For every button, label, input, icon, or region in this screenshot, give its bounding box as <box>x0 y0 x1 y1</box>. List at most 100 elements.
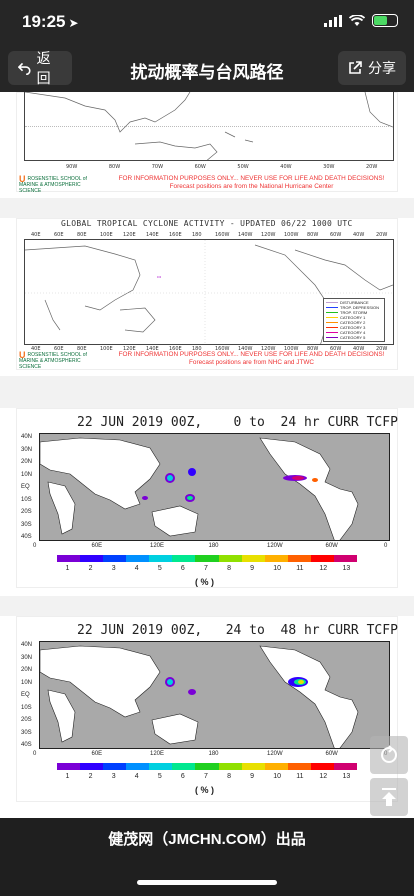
legend-label: CATEGORY 2 <box>340 320 366 325</box>
legend-swatch <box>326 336 338 339</box>
lon-label: 180 <box>192 346 202 352</box>
lon-label: 120E <box>150 543 165 549</box>
lon-label: 50W <box>237 164 249 170</box>
colorbar-segment <box>172 763 196 770</box>
lat-label: 40S <box>21 534 32 540</box>
tcfp1-landmass <box>40 437 359 540</box>
lat-label: 30N <box>21 446 33 453</box>
colorbar-segment <box>333 555 358 562</box>
colorbar-label: 6 <box>180 565 185 572</box>
tcfp-panel-1: 22 JUN 2019 00Z, 0 to 24 hr CURR TCFP 40… <box>16 408 398 588</box>
colorbar-label: 6 <box>180 773 185 780</box>
colorbar-label: 11 <box>296 773 304 780</box>
lon-label: 90W <box>66 164 78 170</box>
lat-label: 10N <box>21 679 33 686</box>
colorbar-segment <box>264 555 288 562</box>
colorbar-label: 3 <box>111 565 116 572</box>
lat-label: 20S <box>21 717 32 723</box>
legend-swatch <box>326 301 338 304</box>
colorbar-segment <box>218 763 242 770</box>
legend-item: CATEGORY 1 <box>326 315 382 320</box>
lon-label: 60W <box>325 751 338 757</box>
svg-text:•••: ••• <box>157 274 162 279</box>
colorbar-label: 1 <box>65 773 70 780</box>
lon-label: 120E <box>150 751 165 757</box>
content-area[interactable]: 90W 80W 70W 60W 50W 40W 30W 20W U ROSENSTIEL SCH… <box>0 92 414 818</box>
scroll-top-button[interactable] <box>370 778 408 816</box>
lon-label: 120W <box>261 346 276 352</box>
atlantic-coastline <box>25 92 393 160</box>
warning-text: FOR INFORMATION PURPOSES ONLY... NEVER U… <box>118 175 385 190</box>
colorbar-segment <box>241 555 265 562</box>
colorbar-label: 9 <box>250 565 255 572</box>
lon-label: 60W <box>330 346 342 352</box>
global-tc-panel: GLOBAL TROPICAL CYCLONE ACTIVITY - UPDAT… <box>16 218 398 370</box>
back-button[interactable]: 返回 <box>8 50 72 86</box>
lon-label: 60W <box>330 232 342 238</box>
lon-label: 140W <box>238 346 253 352</box>
status-bar: 19:25 ➤ <box>0 0 414 44</box>
colorbar-label: 10 <box>273 565 282 572</box>
lon-label: 80W <box>307 346 319 352</box>
tcfp2-unit: ( % ) <box>195 785 214 795</box>
colorbar-segment <box>218 555 242 562</box>
lon-label: 140W <box>238 232 253 238</box>
lat-label: 30S <box>21 729 32 736</box>
colorbar-label: 4 <box>134 773 139 780</box>
colorbar-segment <box>287 763 311 770</box>
legend-swatch <box>326 311 338 314</box>
colorbar-segment <box>126 555 150 562</box>
tc-title: GLOBAL TROPICAL CYCLONE ACTIVITY - UPDAT… <box>61 219 353 228</box>
lon-label: 0 <box>384 543 388 549</box>
footer-credit: 健茂网（JMCHN.COM）出品 <box>0 818 414 862</box>
colorbar-segment <box>57 555 81 562</box>
lat-label: 20S <box>21 509 32 515</box>
colorbar-label: 7 <box>204 565 208 572</box>
colorbar-label: 4 <box>134 565 139 572</box>
separator-2 <box>0 376 414 408</box>
share-icon <box>349 61 362 74</box>
colorbar-segment <box>310 763 334 770</box>
page-title: 扰动概率与台风路径 <box>130 63 284 82</box>
atlantic-map <box>24 92 394 161</box>
lon-label: 180 <box>208 543 219 549</box>
colorbar-segment <box>126 763 150 770</box>
lon-label: 80W <box>108 164 121 170</box>
status-icons <box>324 14 398 27</box>
legend-item: CATEGORY 3 <box>326 325 382 330</box>
share-button[interactable]: 分享 <box>338 51 406 85</box>
colorbar-segment <box>172 555 196 562</box>
colorbar-label: 9 <box>250 773 255 780</box>
colorbar-label: 3 <box>111 773 116 780</box>
lon-label: 120W <box>261 232 276 238</box>
home-indicator[interactable] <box>137 880 277 885</box>
global-tc-map: ••• DISTURBANCE TROP. DEPRESSION TROP. STO… <box>24 239 394 345</box>
lon-label: 0 <box>33 543 37 549</box>
legend-label: DISTURBANCE <box>340 300 369 305</box>
refresh-button[interactable] <box>370 736 408 774</box>
lon-label: 120W <box>267 751 283 757</box>
colorbar-label: 5 <box>157 773 162 780</box>
refresh-icon <box>381 745 397 763</box>
status-time: 19:25 ➤ <box>22 12 79 31</box>
lat-label: 30N <box>21 654 33 661</box>
lon-label: 160E <box>169 232 182 238</box>
lat-label: 10S <box>21 704 32 711</box>
tcfp1-unit: ( % ) <box>195 577 214 587</box>
lon-label: 140E <box>146 346 159 352</box>
tcfp-panel-2: 22 JUN 2019 00Z, 24 to 48 hr CURR TCFP 4… <box>16 616 398 802</box>
lon-label: 40E <box>31 232 41 238</box>
lon-label: 70W <box>151 164 164 170</box>
location-arrow-icon: ➤ <box>68 16 79 30</box>
lon-label: 120E <box>123 346 136 352</box>
tcfp2-colorbar <box>57 763 358 770</box>
legend-item: TROP. STORM <box>326 310 382 315</box>
legend-item: DISTURBANCE <box>326 300 382 305</box>
lon-label: 160W <box>215 232 230 238</box>
lon-label: 20W <box>376 232 388 238</box>
colorbar-segment <box>264 763 288 770</box>
separator-3 <box>0 596 414 616</box>
lon-label: 40W <box>353 232 365 238</box>
lat-label: 40N <box>21 434 33 440</box>
signal-icon <box>324 14 342 27</box>
